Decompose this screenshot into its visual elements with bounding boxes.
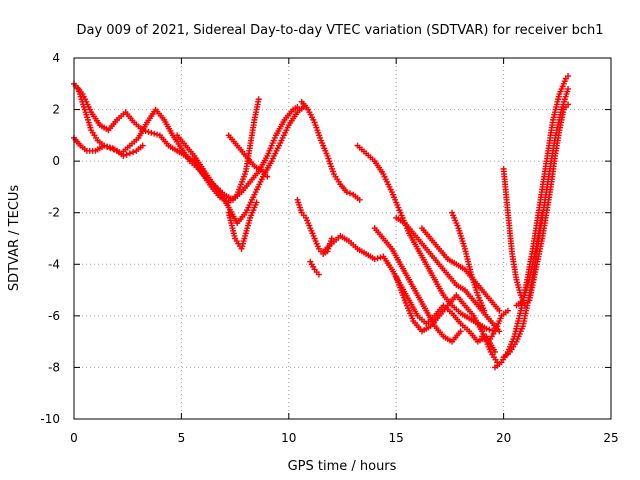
data-point: [565, 85, 572, 92]
series-track-6: [225, 132, 271, 180]
data-point: [565, 73, 572, 80]
x-axis-label: GPS time / hours: [288, 459, 397, 474]
data-point: [481, 307, 488, 314]
data-point: [154, 131, 161, 138]
data-point: [343, 189, 350, 196]
y-tick-label: -2: [48, 206, 60, 220]
data-point: [126, 150, 133, 157]
plot-frame: [73, 57, 612, 420]
data-point: [457, 328, 464, 335]
data-point: [374, 255, 381, 262]
y-tick-label: -6: [48, 309, 60, 323]
series-track-9: [307, 258, 322, 278]
data-point: [139, 142, 146, 149]
data-point: [377, 254, 384, 261]
y-tick-label: -8: [48, 360, 60, 374]
data-point: [123, 151, 130, 158]
data-point: [264, 173, 271, 180]
series-track-15: [418, 225, 503, 314]
y-tick-label: 4: [52, 51, 60, 65]
data-point: [347, 190, 354, 197]
data-point: [539, 209, 546, 216]
data-points: [71, 73, 572, 371]
data-point: [315, 271, 322, 278]
data-point: [151, 130, 158, 137]
series-track-3: [75, 85, 146, 159]
y-tick-label: -4: [48, 257, 60, 271]
data-point: [489, 327, 496, 334]
data-point: [110, 146, 117, 153]
data-point: [255, 96, 262, 103]
data-point: [496, 307, 503, 314]
data-point: [104, 143, 111, 150]
series-track-19: [500, 101, 572, 309]
x-tick-label: 20: [496, 431, 511, 445]
series-track-21: [479, 307, 511, 345]
data-point: [356, 196, 363, 203]
y-tick-label: -10: [40, 412, 60, 426]
x-tick-label: 0: [70, 431, 78, 445]
data-point: [145, 128, 152, 135]
y-tick-label: 0: [52, 154, 60, 168]
y-tick-labels: 4 2 0 -2 -4 -6 -8 -10: [40, 51, 60, 426]
series-track-20: [513, 209, 546, 309]
data-point: [107, 145, 114, 152]
data-point: [294, 103, 301, 110]
x-tick-label: 15: [389, 431, 404, 445]
data-point: [148, 129, 155, 136]
data-point: [101, 142, 108, 149]
series-track-5: [225, 199, 260, 252]
x-tick-labels: 0 5 10 15 20 25: [70, 431, 618, 445]
data-point: [565, 101, 572, 108]
x-tick-label: 5: [178, 431, 186, 445]
chart-title: Day 009 of 2021, Sidereal Day-to-day VTE…: [76, 23, 603, 38]
data-point: [120, 152, 127, 159]
y-axis-label: SDTVAR / TECUs: [7, 185, 22, 292]
data-point: [130, 149, 137, 156]
series-track-7: [298, 98, 363, 203]
series-track-16: [449, 209, 488, 314]
series-track-12: [371, 225, 464, 345]
series-track-13: [393, 274, 501, 366]
data-point: [504, 307, 511, 314]
data-point: [253, 199, 260, 206]
series-track-2: [71, 103, 301, 203]
y-tick-label: 2: [52, 103, 60, 117]
data-point: [486, 326, 493, 333]
x-tick-label: 25: [603, 431, 618, 445]
data-point: [328, 235, 335, 242]
data-point: [371, 256, 378, 263]
x-tick-label: 10: [281, 431, 296, 445]
data-point: [483, 325, 490, 332]
axis-ticks: [73, 57, 612, 420]
